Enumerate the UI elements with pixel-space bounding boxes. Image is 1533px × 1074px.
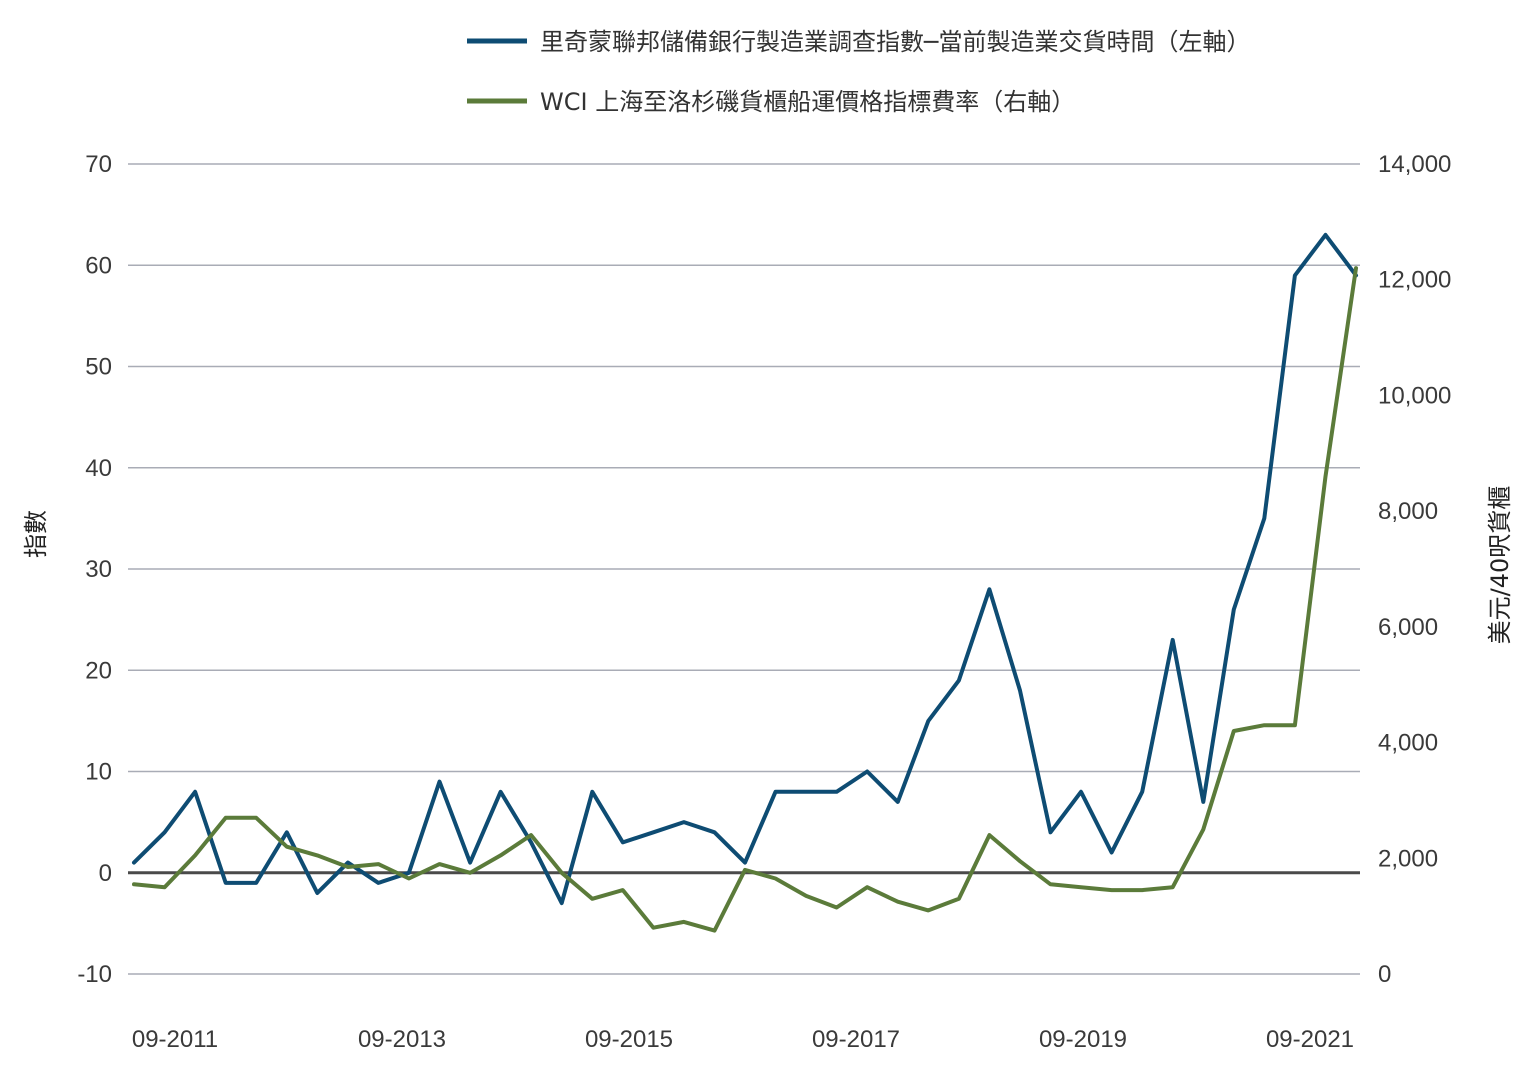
- left-tick-label: 0: [99, 860, 112, 887]
- left-tick-label: 10: [85, 759, 112, 786]
- x-tick-label: 09-2017: [812, 1026, 900, 1053]
- right-axis-title: 美元/40呎貨櫃: [1486, 486, 1514, 645]
- gridlines: [128, 163, 1360, 975]
- right-tick-label: 14,000: [1378, 151, 1451, 178]
- right-tick-label: 10,000: [1378, 382, 1451, 409]
- series-line-richmond-fed: [132, 232, 1358, 906]
- series-line-wci: [132, 266, 1358, 933]
- left-tick-label: 50: [85, 354, 112, 381]
- series-lines: [132, 232, 1358, 933]
- right-tick-label: 12,000: [1378, 267, 1451, 294]
- x-tick-label: 09-2019: [1039, 1026, 1127, 1053]
- left-axis-ticks: 70 60 50 40 30 20 10 0 -10: [77, 151, 112, 988]
- right-tick-label: 2,000: [1378, 845, 1438, 872]
- x-tick-label: 09-2013: [358, 1026, 446, 1053]
- right-tick-label: 0: [1378, 961, 1391, 988]
- right-tick-label: 6,000: [1378, 614, 1438, 641]
- left-tick-label: -10: [77, 961, 112, 988]
- right-tick-label: 4,000: [1378, 730, 1438, 757]
- chart-legend: 里奇蒙聯邦儲備銀行製造業調查指數─當前製造業交貨時間（左軸） WCI 上海至洛杉…: [467, 28, 1250, 116]
- x-tick-label: 09-2021: [1266, 1026, 1354, 1053]
- x-axis-ticks: 09-2011 09-2013 09-2015 09-2017 09-2019 09-20…: [132, 1026, 1354, 1053]
- right-tick-label: 8,000: [1378, 498, 1438, 525]
- legend-label-richmond-fed: 里奇蒙聯邦儲備銀行製造業調查指數─當前製造業交貨時間（左軸）: [540, 28, 1250, 56]
- legend-label-wci: WCI 上海至洛杉磯貨櫃船運價格指標費率（右軸）: [540, 88, 1075, 116]
- left-axis-title: 指數: [22, 510, 50, 558]
- left-tick-label: 30: [85, 556, 112, 583]
- x-tick-label: 09-2015: [585, 1026, 673, 1053]
- left-tick-label: 60: [85, 252, 112, 279]
- x-tick-label: 09-2011: [132, 1026, 218, 1053]
- left-tick-label: 20: [85, 657, 112, 684]
- right-axis-ticks: 14,000 12,000 10,000 8,000 6,000 4,000 2,000 0: [1378, 151, 1451, 988]
- left-tick-label: 70: [85, 151, 112, 178]
- left-tick-label: 40: [85, 455, 112, 482]
